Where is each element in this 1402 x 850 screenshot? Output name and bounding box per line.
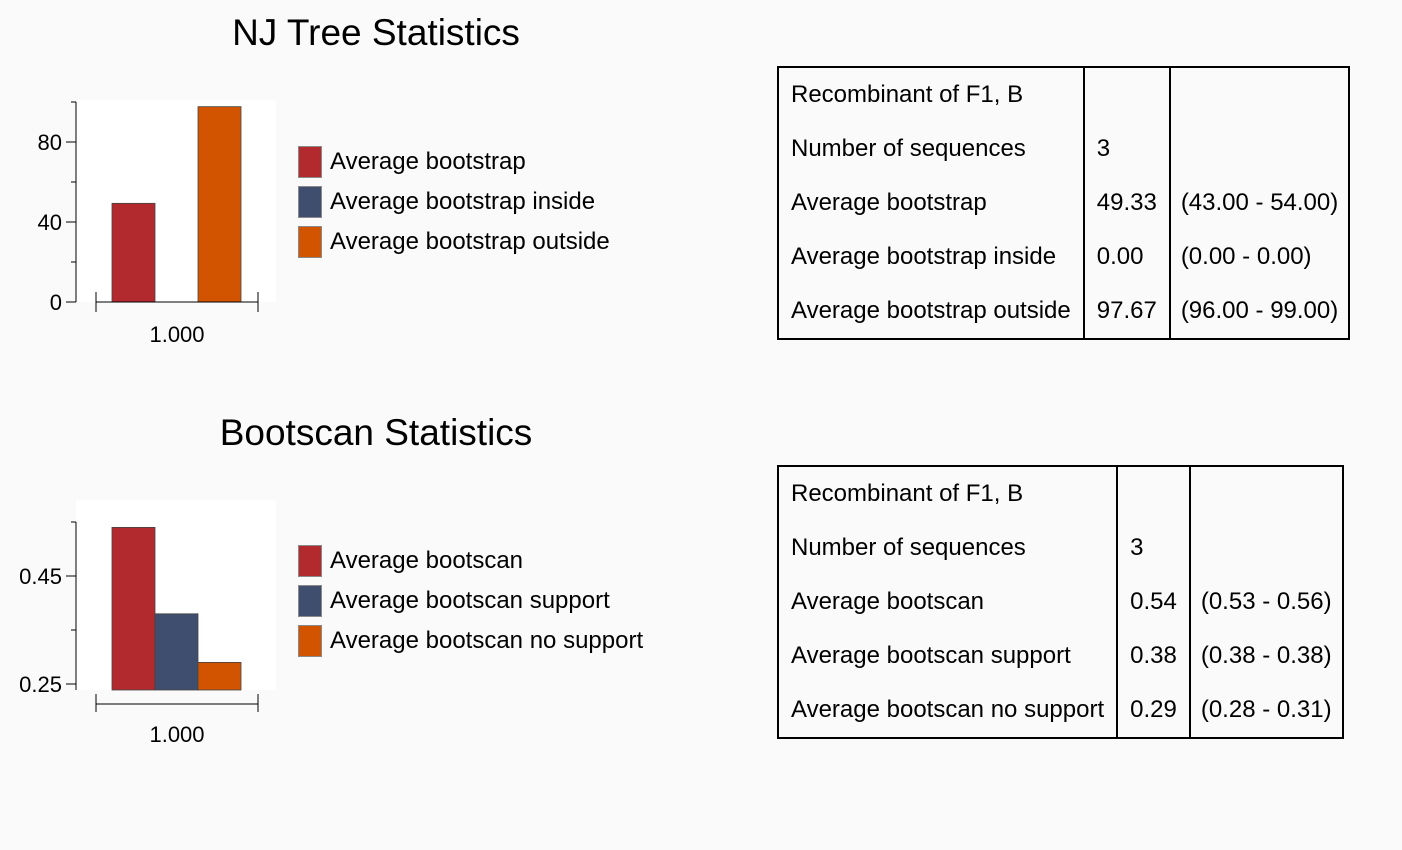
table-cell: Average bootscan support — [791, 642, 1071, 669]
table-cell — [1168, 122, 1350, 176]
table-row: Average bootstrap outside 97.67 (96.00 -… — [778, 284, 1350, 339]
legend-item: Average bootstrap inside — [298, 182, 610, 222]
table-cell — [1188, 521, 1343, 575]
bootscan-stats-table: Recombinant of F1, B Number of sequences… — [777, 465, 1344, 739]
nj-stats-table: Recombinant of F1, B Number of sequences… — [777, 66, 1351, 340]
bar — [154, 613, 199, 691]
table-cell: Number of sequences — [791, 135, 1026, 162]
table-cell: 0.29 — [1116, 683, 1190, 738]
table-row: Recombinant of F1, B — [778, 67, 1350, 122]
table-row: Recombinant of F1, B — [778, 466, 1343, 521]
nj-bar-chart: 0 40 80 1.000 — [38, 100, 276, 347]
table-cell: Average bootstrap outside — [791, 297, 1071, 324]
table-cell — [1188, 466, 1343, 521]
y-tick-label: 0 — [50, 290, 62, 315]
legend-label: Average bootstrap inside — [330, 188, 596, 215]
y-tick-label: 0.25 — [19, 672, 62, 697]
legend-label: Average bootstrap outside — [330, 228, 610, 255]
nj-legend: Average bootstrap Average bootstrap insi… — [298, 142, 610, 262]
table-cell: 0.00 — [1082, 230, 1170, 284]
table-row: Average bootstrap inside 0.00 (0.00 - 0.… — [778, 230, 1350, 284]
plot-background — [76, 100, 276, 302]
table-cell: (0.00 - 0.00) — [1168, 230, 1350, 284]
legend-item: Average bootscan no support — [298, 621, 643, 661]
table-row: Number of sequences 3 — [778, 521, 1343, 575]
table-cell: Recombinant of F1, B — [791, 81, 1024, 108]
x-tick-label: 1.000 — [149, 722, 204, 747]
legend-swatch — [298, 545, 322, 577]
legend-swatch — [298, 146, 322, 178]
bar — [111, 527, 156, 691]
bootscan-chart-title: Bootscan Statistics — [219, 412, 533, 453]
table-cell: (96.00 - 99.00) — [1168, 284, 1350, 339]
legend-swatch — [298, 585, 322, 617]
legend-item: Average bootscan — [298, 541, 643, 581]
nj-chart-title: NJ Tree Statistics — [232, 12, 520, 53]
y-tick-label: 0.45 — [19, 564, 62, 589]
legend-item: Average bootstrap — [298, 142, 610, 182]
bar — [111, 202, 156, 303]
table-cell: 0.38 — [1116, 629, 1190, 683]
table-cell: Recombinant of F1, B — [791, 480, 1024, 507]
bar — [197, 106, 242, 303]
table-cell: 49.33 — [1082, 176, 1170, 230]
table-row: Average bootstrap 49.33 (43.00 - 54.00) — [778, 176, 1350, 230]
legend-swatch — [298, 625, 322, 657]
table-row: Average bootscan 0.54 (0.53 - 0.56) — [778, 575, 1343, 629]
legend-item: Average bootstrap outside — [298, 222, 610, 262]
table-cell: Number of sequences — [791, 534, 1026, 561]
table-cell: (0.38 - 0.38) — [1188, 629, 1343, 683]
table-cell — [1082, 67, 1170, 122]
table-cell: 97.67 — [1082, 284, 1170, 339]
bootscan-legend: Average bootscan Average bootscan suppor… — [298, 541, 643, 661]
legend-label: Average bootscan support — [330, 587, 610, 614]
table-cell — [1116, 466, 1190, 521]
table-row: Average bootscan support 0.38 (0.38 - 0.… — [778, 629, 1343, 683]
legend-item: Average bootscan support — [298, 581, 643, 621]
table-cell: 3 — [1116, 521, 1190, 575]
table-cell: Average bootstrap inside — [791, 243, 1057, 270]
table-cell: (0.53 - 0.56) — [1188, 575, 1343, 629]
bootscan-bar-chart: 0.25 0.45 1.000 — [19, 500, 276, 747]
table-cell: Average bootscan — [791, 588, 985, 615]
table-cell — [1168, 67, 1350, 122]
legend-label: Average bootscan — [330, 547, 524, 574]
y-tick-label: 80 — [38, 130, 62, 155]
legend-swatch — [298, 186, 322, 218]
table-row: Number of sequences 3 — [778, 122, 1350, 176]
table-cell: Average bootscan no support — [791, 696, 1105, 723]
legend-label: Average bootstrap — [330, 148, 526, 175]
legend-swatch — [298, 226, 322, 258]
table-row: Average bootscan no support 0.29 (0.28 -… — [778, 683, 1343, 738]
y-tick-label: 40 — [38, 210, 62, 235]
table-cell: Average bootstrap — [791, 189, 987, 216]
table-cell: 0.54 — [1116, 575, 1190, 629]
table-cell: (0.28 - 0.31) — [1188, 683, 1343, 738]
legend-label: Average bootscan no support — [330, 627, 644, 654]
bar — [197, 661, 242, 691]
table-cell: 3 — [1082, 122, 1170, 176]
table-cell: (43.00 - 54.00) — [1168, 176, 1350, 230]
x-tick-label: 1.000 — [149, 322, 204, 347]
